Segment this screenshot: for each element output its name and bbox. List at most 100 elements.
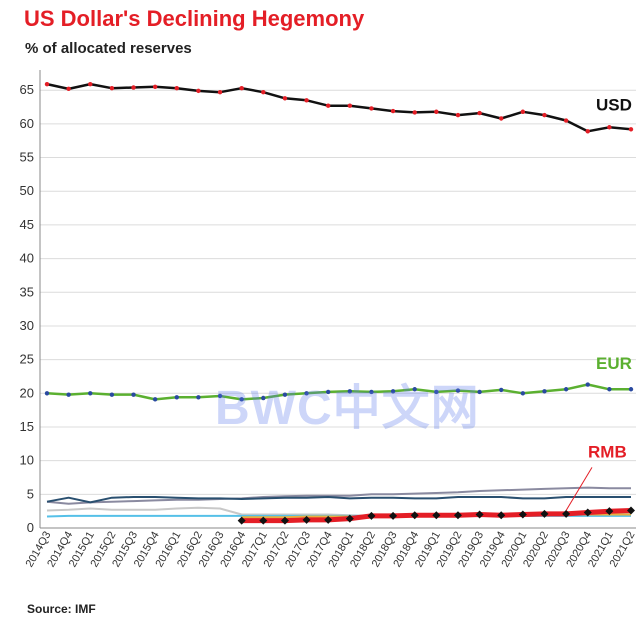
point-eur xyxy=(88,391,93,396)
point-rmb xyxy=(562,509,571,518)
series-line-other-3 xyxy=(46,486,631,505)
y-tick-label: 5 xyxy=(27,486,34,501)
point-usd xyxy=(563,118,569,123)
series-label-usd: USD xyxy=(596,95,632,114)
point-usd xyxy=(304,98,309,103)
point-eur xyxy=(520,391,526,396)
point-rmb xyxy=(605,507,614,516)
point-eur xyxy=(196,395,201,400)
series-label-eur: EUR xyxy=(596,354,632,373)
y-tick-label: 10 xyxy=(20,453,34,468)
point-usd xyxy=(66,86,71,92)
point-usd xyxy=(217,90,223,95)
point-usd xyxy=(477,110,482,116)
point-usd xyxy=(88,81,93,87)
point-rmb xyxy=(280,516,289,525)
point-rmb xyxy=(497,511,506,520)
point-eur xyxy=(66,392,71,397)
point-eur xyxy=(131,392,136,397)
y-axis-ticks: 0 5 10 15 20 25 30 35 40 45 50 55 60 65 xyxy=(20,82,34,535)
point-eur xyxy=(239,397,244,402)
y-tick-label: 40 xyxy=(20,251,34,266)
y-tick-label: 30 xyxy=(20,318,34,333)
point-usd xyxy=(131,85,136,90)
point-rmb xyxy=(389,511,398,520)
point-eur xyxy=(109,392,115,397)
gridlines xyxy=(40,89,636,495)
point-eur xyxy=(542,389,547,394)
point-usd xyxy=(542,112,547,118)
point-eur xyxy=(585,382,590,387)
point-eur xyxy=(607,387,612,392)
point-eur xyxy=(499,387,504,393)
point-eur xyxy=(347,389,353,394)
y-tick-label: 0 xyxy=(27,520,34,535)
point-rmb xyxy=(367,511,376,520)
y-tick-label: 45 xyxy=(20,217,34,232)
point-usd xyxy=(499,116,504,121)
point-rmb xyxy=(324,515,333,524)
source-note: Source: IMF xyxy=(27,602,96,616)
point-eur xyxy=(261,395,266,401)
point-rmb xyxy=(432,511,441,520)
point-eur xyxy=(477,389,482,395)
chart-subtitle: % of allocated reserves xyxy=(25,40,192,57)
rmb-label-pointer xyxy=(565,467,593,511)
point-usd xyxy=(347,103,353,108)
y-tick-label: 20 xyxy=(20,385,34,400)
point-eur xyxy=(282,392,288,397)
point-usd xyxy=(325,103,331,108)
point-eur xyxy=(369,389,374,395)
point-eur xyxy=(304,391,309,396)
point-rmb xyxy=(345,514,354,523)
point-eur xyxy=(412,387,417,392)
point-rmb xyxy=(583,508,592,517)
y-tick-label: 55 xyxy=(20,150,34,165)
series-labels: USD EUR RMB xyxy=(565,95,632,511)
point-usd xyxy=(196,88,201,94)
watermark-text: BWC中文网 xyxy=(215,382,480,435)
point-eur xyxy=(44,391,50,396)
point-usd xyxy=(44,81,50,87)
y-tick-label: 50 xyxy=(20,183,34,198)
point-usd xyxy=(369,106,374,111)
point-rmb xyxy=(259,516,268,525)
series-line-other-4 xyxy=(46,496,631,504)
series-line-usd xyxy=(46,82,632,133)
point-usd xyxy=(412,110,417,115)
point-rmb xyxy=(453,511,462,520)
point-eur xyxy=(152,397,158,402)
point-rmb xyxy=(237,516,246,525)
point-usd xyxy=(628,127,634,132)
y-tick-label: 25 xyxy=(20,352,34,367)
point-rmb xyxy=(518,510,527,519)
point-usd xyxy=(109,85,115,91)
point-eur xyxy=(628,387,634,392)
point-usd xyxy=(455,112,461,118)
point-usd xyxy=(261,90,266,95)
point-usd xyxy=(390,108,396,114)
point-eur xyxy=(174,395,179,400)
point-usd xyxy=(239,85,244,91)
point-rmb xyxy=(410,511,419,520)
point-eur xyxy=(563,387,569,392)
y-tick-label: 15 xyxy=(20,419,34,434)
y-tick-label: 65 xyxy=(20,82,34,97)
point-usd xyxy=(152,84,158,90)
series-group xyxy=(44,81,635,525)
x-axis-ticks: 2014Q32014Q42015Q12015Q22015Q32015Q42016… xyxy=(24,530,638,570)
y-tick-label: 35 xyxy=(20,284,34,299)
point-eur xyxy=(325,389,331,395)
point-usd xyxy=(434,109,439,114)
point-usd xyxy=(282,96,288,101)
point-eur xyxy=(434,389,439,395)
point-rmb xyxy=(302,515,311,524)
point-usd xyxy=(520,109,526,114)
point-eur xyxy=(217,393,223,399)
point-usd xyxy=(585,129,590,134)
point-usd xyxy=(607,125,612,130)
chart-title: US Dollar's Declining Hegemony xyxy=(24,6,365,31)
point-usd xyxy=(174,85,179,91)
point-rmb xyxy=(627,506,635,515)
